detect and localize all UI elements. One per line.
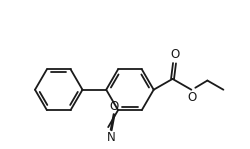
Text: O: O xyxy=(109,100,118,113)
Text: O: O xyxy=(187,91,196,104)
Text: O: O xyxy=(169,48,178,61)
Text: N: N xyxy=(106,131,115,144)
